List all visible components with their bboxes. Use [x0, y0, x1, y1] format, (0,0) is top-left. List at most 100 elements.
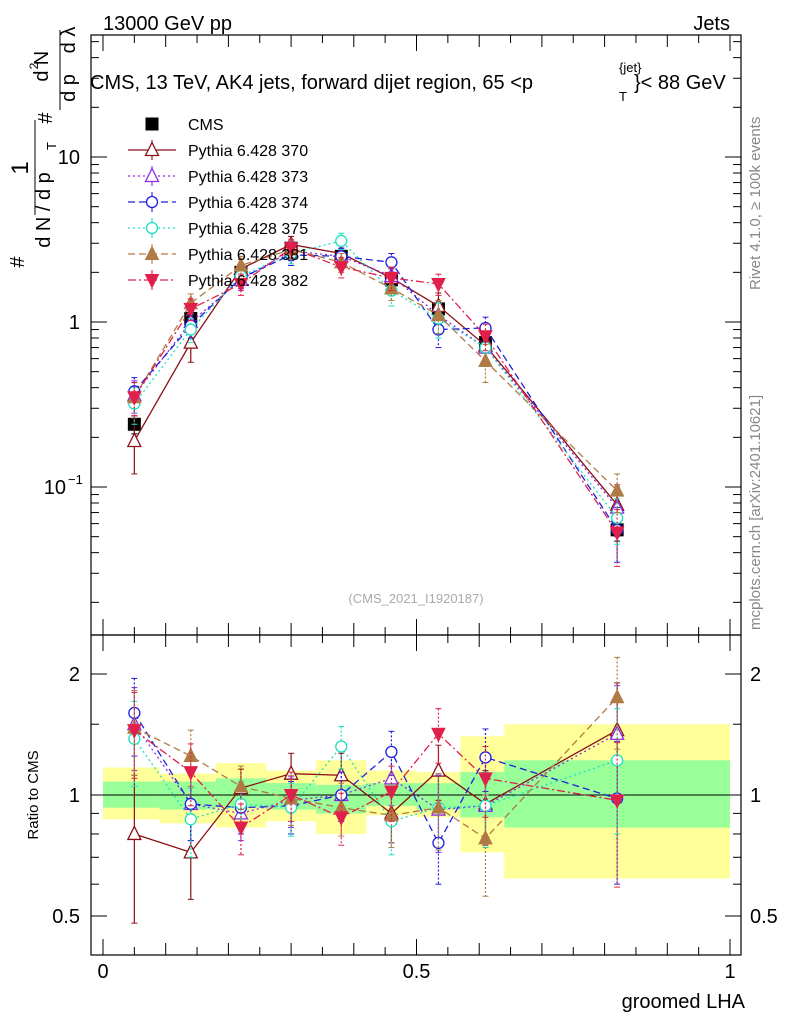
- legend-entry-p382: Pythia 6.428 382: [128, 270, 308, 290]
- legend-entry-p374: Pythia 6.428 374: [128, 192, 308, 212]
- plot-title-end: }< 88 GeV: [634, 72, 726, 94]
- main-line-p382: [133, 247, 618, 533]
- ratio-y-tick-label: 2: [69, 664, 80, 686]
- main-point-p381: [478, 352, 493, 368]
- legend-entry-p373: Pythia 6.428 373: [128, 166, 308, 186]
- analysis-id-watermark: (CMS_2021_I1920187): [348, 591, 483, 606]
- main-point-p370: [126, 432, 142, 448]
- ratio-plot-layer: [126, 656, 625, 924]
- ratio-point-p374: [385, 745, 398, 759]
- ratio-point-p382: [127, 724, 142, 739]
- main-point-p375: [335, 234, 348, 248]
- main-point-p381: [233, 256, 249, 272]
- category-label: Jets: [693, 13, 730, 35]
- y-label-power-two: 2: [27, 62, 41, 69]
- legend-marker-p375: [145, 221, 159, 235]
- ratio-point-p382: [283, 789, 299, 804]
- ratio-point-p375: [335, 740, 348, 753]
- ratio-y-tick-label-right: 2: [750, 664, 761, 686]
- plot-title: CMS, 13 TeV, AK4 jets, forward dijet reg…: [90, 60, 726, 104]
- ratio-y-tick-label-right: 0.5: [750, 906, 778, 928]
- ratio-point-p381: [233, 777, 249, 793]
- legend-label-p373: Pythia 6.428 373: [188, 169, 308, 186]
- y-label-dlambda: d λ: [58, 27, 80, 54]
- ratio-point-p374: [479, 751, 492, 764]
- legend-marker-p382: [144, 274, 160, 289]
- rivet-version-label: Rivet 4.1.0, ≥ 100k events: [747, 117, 764, 290]
- legend-marker-p373: [144, 167, 160, 183]
- ratio-y-tick-label: 0.5: [52, 906, 80, 928]
- main-point-p382: [283, 242, 299, 257]
- legend-label-p374: Pythia 6.428 374: [188, 195, 308, 212]
- x-tick-label: 1: [724, 961, 735, 983]
- y-label-T-sub: T: [44, 142, 59, 150]
- main-point-p381: [431, 306, 446, 322]
- legend-marker-p381: [144, 245, 160, 260]
- legend-marker-p374: [145, 195, 159, 209]
- ratio-y-axis-label: Ratio to CMS: [25, 750, 42, 839]
- main-point-p375: [184, 323, 197, 336]
- ratio-point-p382: [384, 785, 399, 801]
- main-y-tick-label-exp: −1: [68, 472, 83, 487]
- main-point-p382: [127, 391, 142, 406]
- main-plot-layer: [126, 232, 625, 567]
- x-axis-label: groomed LHA: [622, 991, 746, 1013]
- main-point-p382: [233, 277, 249, 293]
- main-point-p382: [183, 302, 199, 318]
- legend-label-p381: Pythia 6.428 381: [188, 247, 308, 264]
- main-point-p382: [431, 277, 446, 293]
- y-label-N: N: [31, 51, 53, 65]
- legend-label-cms: CMS: [188, 117, 224, 134]
- ratio-point-p382: [478, 772, 493, 787]
- ratio-point-p382: [431, 727, 446, 743]
- y-label-hash2: #: [35, 112, 57, 124]
- ratio-point-p381: [609, 688, 625, 704]
- main-line-p374: [133, 254, 618, 531]
- legend-marker-p370: [144, 141, 160, 157]
- ratio-point-p381: [183, 747, 199, 763]
- main-point-p382: [333, 261, 349, 276]
- ratio-point-p375: [479, 799, 492, 812]
- collision-label: 13000 GeV pp: [103, 13, 232, 35]
- legend-entry-p375: Pythia 6.428 375: [128, 218, 308, 238]
- legend-entry-cms: CMS: [145, 117, 224, 134]
- main-y-tick-label: 10: [58, 147, 80, 169]
- mcplots-label: mcplots.cern.ch [arXiv:2401.10621]: [747, 395, 764, 630]
- main-y-tick-label: 10: [44, 477, 66, 499]
- main-point-p374: [385, 256, 398, 269]
- x-tick-label: 0.5: [403, 961, 431, 983]
- ratio-point-p375: [184, 813, 197, 826]
- main-series-p374: [128, 245, 624, 563]
- legend-label-p382: Pythia 6.428 382: [188, 273, 308, 290]
- y-label-one: 1: [7, 161, 34, 174]
- main-point-p382: [478, 330, 493, 345]
- ratio-point-p382: [333, 811, 349, 826]
- ratio-series-p382: [127, 691, 625, 888]
- legend-label-p375: Pythia 6.428 375: [188, 221, 308, 238]
- ratio-point-p382: [609, 794, 625, 809]
- main-point-p381: [609, 482, 625, 497]
- legend: CMS Pythia 6.428 370 Pythia 6.428 373 Pythi…: [128, 117, 308, 290]
- main-point-p382: [609, 526, 625, 542]
- ratio-point-p382: [233, 821, 249, 837]
- ratio-point-p370: [126, 824, 142, 841]
- main-point-p382: [384, 271, 399, 287]
- main-line-p375: [133, 240, 618, 519]
- ratio-y-tick-label-right: 1: [750, 785, 761, 807]
- y-label-hash: #: [7, 256, 29, 268]
- main-y-tick-label: 1: [69, 312, 80, 334]
- x-tick-label: 0: [97, 961, 108, 983]
- legend-label-p370: Pythia 6.428 370: [188, 143, 308, 160]
- plot-title-main: CMS, 13 TeV, AK4 jets, forward dijet reg…: [90, 72, 533, 94]
- y-label-dpT-lower: d p: [58, 74, 80, 102]
- y-label-dN-dpT: d N / d p: [33, 172, 55, 248]
- legend-marker-cms: [145, 117, 159, 131]
- legend-entry-p381: Pythia 6.428 381: [128, 244, 308, 264]
- ratio-point-p381: [431, 799, 446, 814]
- ratio-point-p382: [183, 766, 199, 781]
- main-point-p370: [183, 333, 199, 349]
- ratio-point-p370: [183, 843, 199, 859]
- legend-entry-p370: Pythia 6.428 370: [128, 140, 308, 160]
- plot-title-sup: {jet}: [619, 60, 642, 75]
